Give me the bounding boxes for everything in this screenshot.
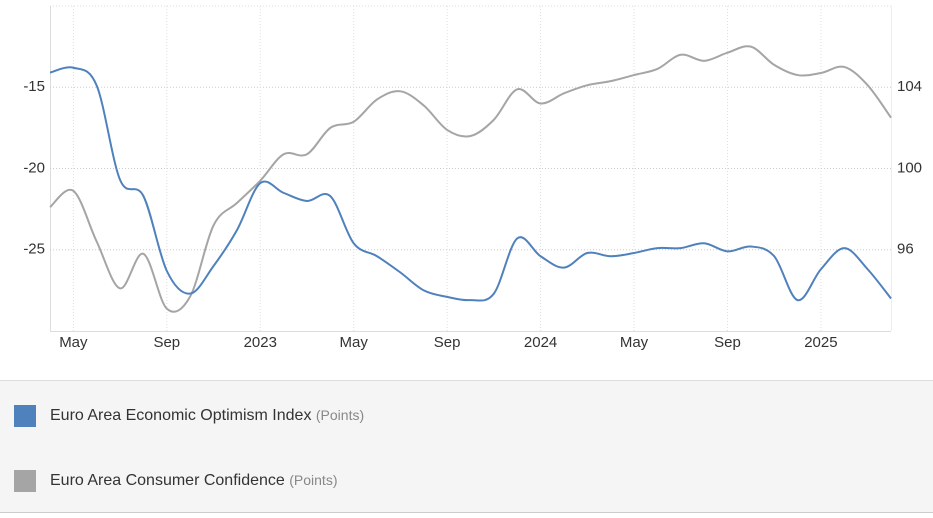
- x-tick-label: Sep: [153, 334, 180, 351]
- y-tick-label: -15: [23, 78, 45, 95]
- legend-swatch: [14, 405, 36, 427]
- x-tick-label: May: [620, 334, 649, 351]
- y2-tick-label: 100: [897, 159, 922, 176]
- legend-name: Euro Area Consumer Confidence: [50, 472, 285, 489]
- legend-unit: (Points): [289, 472, 337, 488]
- x-tick-label: 2025: [804, 334, 837, 351]
- y-tick-label: -20: [23, 159, 45, 176]
- x-tick-label: 2024: [524, 334, 557, 351]
- legend-panel: [0, 380, 933, 513]
- series-line: [49, 66, 892, 302]
- y-tick-label: -25: [23, 241, 45, 258]
- y2-tick-label: 96: [897, 241, 914, 258]
- y2-tick-label: 104: [897, 78, 922, 95]
- legend-label: Euro Area Economic Optimism Index (Point…: [50, 407, 364, 425]
- x-tick-label: Sep: [714, 334, 741, 351]
- x-tick-label: May: [59, 334, 88, 351]
- x-tick-label: May: [340, 334, 369, 351]
- series-line: [49, 45, 892, 313]
- legend-name: Euro Area Economic Optimism Index: [50, 407, 311, 424]
- legend-swatch: [14, 470, 36, 492]
- legend-label: Euro Area Consumer Confidence (Points): [50, 472, 337, 490]
- x-tick-label: Sep: [434, 334, 461, 351]
- legend-unit: (Points): [316, 407, 364, 423]
- x-tick-label: 2023: [244, 334, 277, 351]
